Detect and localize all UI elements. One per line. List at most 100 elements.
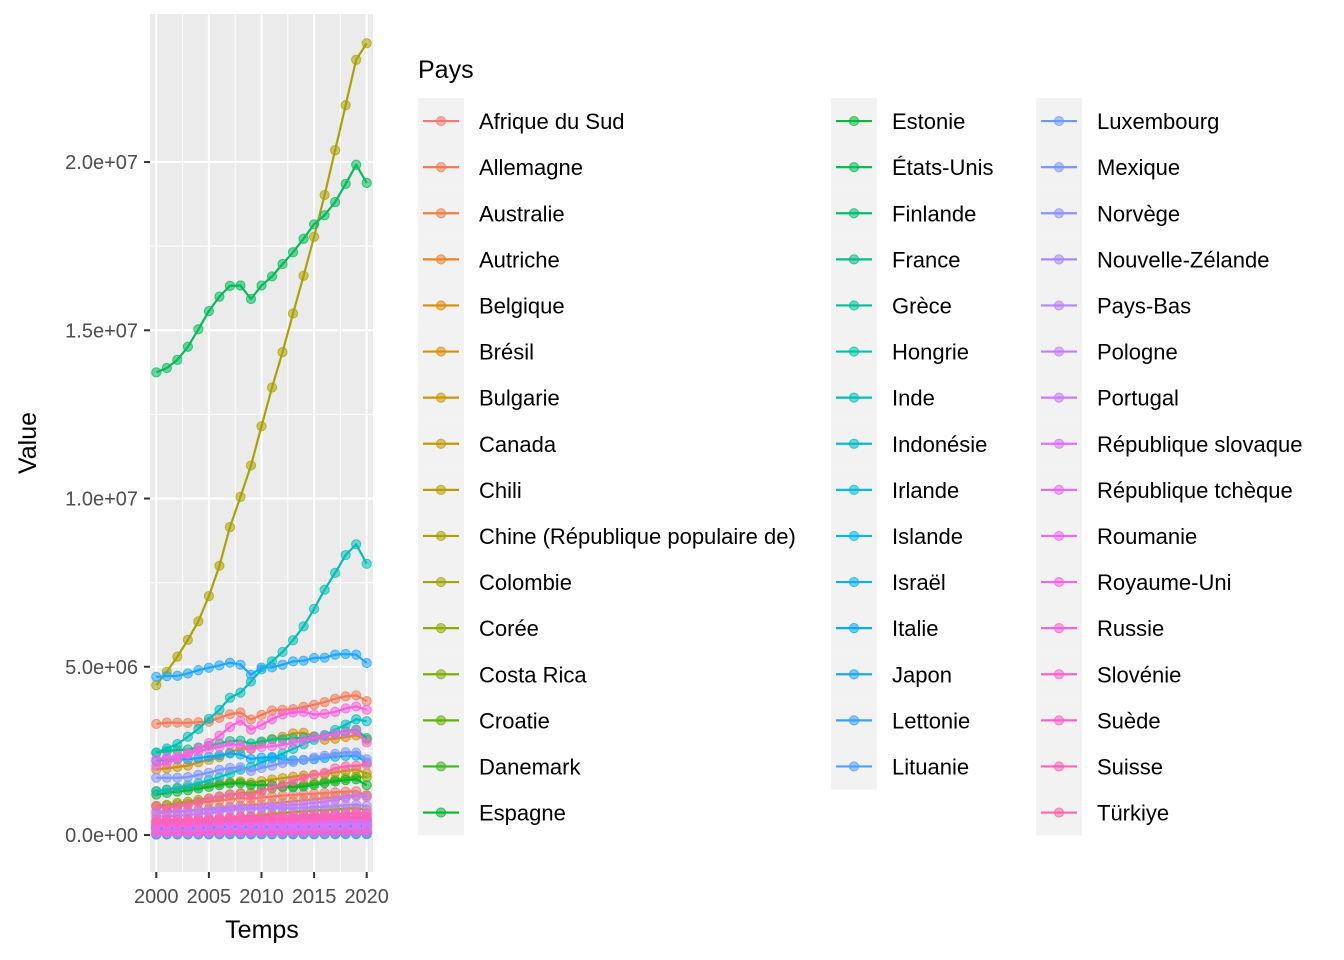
legend-key-point bbox=[435, 761, 447, 772]
legend-key-point bbox=[1053, 115, 1065, 127]
legend-label: France bbox=[892, 247, 960, 272]
data-point bbox=[319, 750, 330, 761]
legend-label: Autriche bbox=[479, 247, 560, 272]
data-point bbox=[361, 704, 372, 715]
data-point bbox=[224, 709, 236, 720]
data-point bbox=[193, 743, 204, 754]
data-point bbox=[235, 491, 246, 502]
series-36 bbox=[151, 791, 372, 822]
data-point bbox=[203, 738, 215, 749]
data-point bbox=[193, 324, 204, 335]
data-point bbox=[245, 724, 257, 735]
data-point bbox=[308, 652, 320, 664]
legend-label: Lituanie bbox=[892, 754, 969, 779]
legend-item: Japon bbox=[831, 651, 952, 698]
legend-label: Suisse bbox=[1097, 754, 1163, 779]
legend-item: Allemagne bbox=[418, 144, 583, 191]
data-point bbox=[172, 754, 183, 765]
data-point bbox=[340, 648, 351, 660]
data-point bbox=[151, 814, 162, 825]
data-point bbox=[319, 652, 330, 663]
legend-item: Brésil bbox=[418, 328, 534, 375]
data-point bbox=[256, 709, 267, 720]
data-point bbox=[319, 708, 330, 719]
data-point bbox=[172, 828, 183, 839]
legend-label: Hongrie bbox=[892, 340, 969, 365]
legend-label: Chili bbox=[479, 478, 522, 503]
legend-key-point bbox=[1053, 346, 1065, 357]
legend-key-point bbox=[1053, 392, 1065, 403]
data-point bbox=[182, 668, 193, 679]
series-17 bbox=[151, 159, 372, 378]
data-point bbox=[340, 747, 351, 758]
data-point bbox=[193, 665, 204, 676]
data-point bbox=[151, 786, 162, 797]
data-point bbox=[319, 796, 330, 807]
legend-item: Islande bbox=[831, 512, 963, 559]
legend-item: Roumanie bbox=[1036, 512, 1197, 559]
legend-key-point bbox=[848, 438, 860, 449]
data-point bbox=[298, 735, 309, 746]
data-point bbox=[151, 828, 162, 839]
data-point bbox=[245, 779, 257, 790]
data-point bbox=[319, 827, 330, 838]
data-point bbox=[235, 687, 246, 698]
legend-label: Japon bbox=[892, 662, 952, 687]
data-point bbox=[287, 247, 299, 258]
legend-label: États-Unis bbox=[892, 155, 993, 180]
data-point bbox=[298, 754, 309, 766]
data-point bbox=[319, 189, 330, 201]
legend-item: Irlande bbox=[831, 466, 959, 513]
data-point bbox=[361, 38, 372, 49]
data-point bbox=[193, 769, 204, 780]
legend-item: Mexique bbox=[1036, 144, 1180, 191]
data-point bbox=[256, 742, 267, 753]
data-point bbox=[245, 812, 257, 823]
legend-item: États-Unis bbox=[831, 144, 993, 191]
data-point bbox=[287, 775, 299, 786]
data-point bbox=[361, 177, 372, 189]
data-point bbox=[340, 827, 351, 838]
data-point bbox=[330, 794, 341, 806]
data-point bbox=[161, 802, 172, 814]
data-point bbox=[214, 827, 225, 839]
data-point bbox=[214, 750, 225, 761]
data-point bbox=[235, 739, 246, 750]
data-point bbox=[172, 739, 183, 750]
data-point bbox=[361, 695, 372, 707]
legend-label: Slovénie bbox=[1097, 662, 1181, 687]
data-point bbox=[266, 714, 278, 725]
legend-item: Slovénie bbox=[1036, 651, 1181, 698]
data-point bbox=[214, 730, 225, 741]
data-point bbox=[308, 603, 320, 614]
data-point bbox=[361, 809, 372, 820]
legend-label: Croatie bbox=[479, 708, 550, 733]
legend-key-point bbox=[848, 530, 860, 542]
legend-label: Allemagne bbox=[479, 155, 583, 180]
data-point bbox=[151, 772, 162, 783]
legend-key-point bbox=[848, 623, 860, 634]
legend-label: Türkiye bbox=[1097, 801, 1169, 826]
data-point bbox=[330, 827, 341, 838]
legend-key-point bbox=[848, 162, 860, 173]
legend-key-point bbox=[435, 300, 447, 311]
data-point bbox=[245, 714, 257, 725]
data-point bbox=[203, 590, 215, 602]
data-point bbox=[245, 293, 257, 305]
data-point bbox=[266, 827, 278, 838]
data-point bbox=[245, 669, 257, 680]
data-point bbox=[277, 780, 288, 791]
data-point bbox=[351, 714, 362, 725]
data-point bbox=[340, 727, 351, 738]
legend-label: Mexique bbox=[1097, 155, 1180, 180]
data-point bbox=[319, 584, 330, 595]
x-tick-label: 2015 bbox=[292, 886, 337, 908]
data-point bbox=[361, 827, 372, 838]
legend-item: Lituanie bbox=[831, 743, 969, 790]
data-point bbox=[172, 354, 183, 365]
legend-label: Roumanie bbox=[1097, 524, 1197, 549]
legend-label: Chine (République populaire de) bbox=[479, 524, 796, 549]
data-point bbox=[351, 760, 362, 771]
data-point bbox=[235, 762, 246, 773]
